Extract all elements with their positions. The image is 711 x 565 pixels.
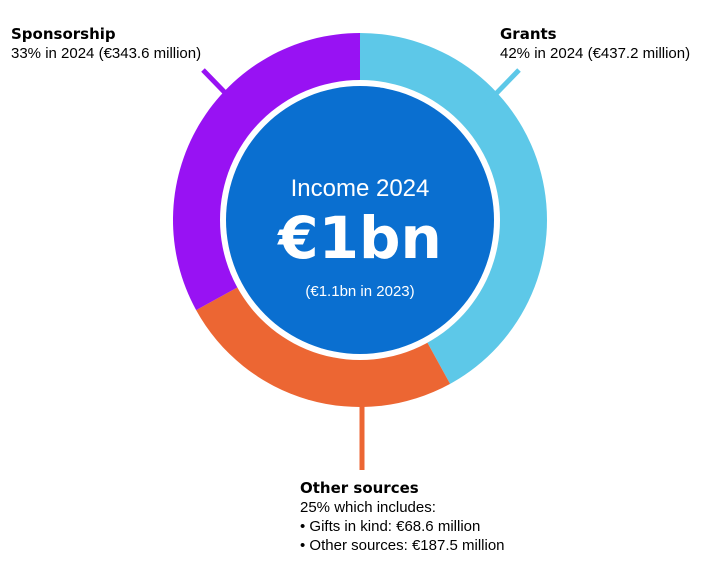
sponsorship-label: Sponsorship 33% in 2024 (€343.6 million) xyxy=(11,25,201,63)
grants-label: Grants 42% in 2024 (€437.2 million) xyxy=(500,25,690,63)
grants-title: Grants xyxy=(500,25,557,43)
grants-caption: 42% in 2024 (€437.2 million) xyxy=(500,45,691,62)
leader-line-grants xyxy=(484,68,521,106)
leader-line-sponsorship xyxy=(201,68,238,106)
center-title: Income 2024 xyxy=(291,175,430,202)
center-comparison: (€1.1bn in 2023) xyxy=(305,283,414,300)
center-value: €1bn xyxy=(276,204,442,272)
other-sources-caption: 25% which includes: xyxy=(300,499,436,516)
other-sources-title: Other sources xyxy=(300,479,419,497)
gifts-in-kind-line: • Gifts in kind: €68.6 million xyxy=(300,518,481,535)
center-disc xyxy=(226,86,494,354)
other-sources-label: Other sources 25% which includes: • Gift… xyxy=(300,479,505,555)
sponsorship-title: Sponsorship xyxy=(11,25,116,43)
leader-lines xyxy=(201,68,521,470)
sponsorship-caption: 33% in 2024 (€343.6 million) xyxy=(11,45,202,62)
other-sources-line: • Other sources: €187.5 million xyxy=(300,537,505,554)
